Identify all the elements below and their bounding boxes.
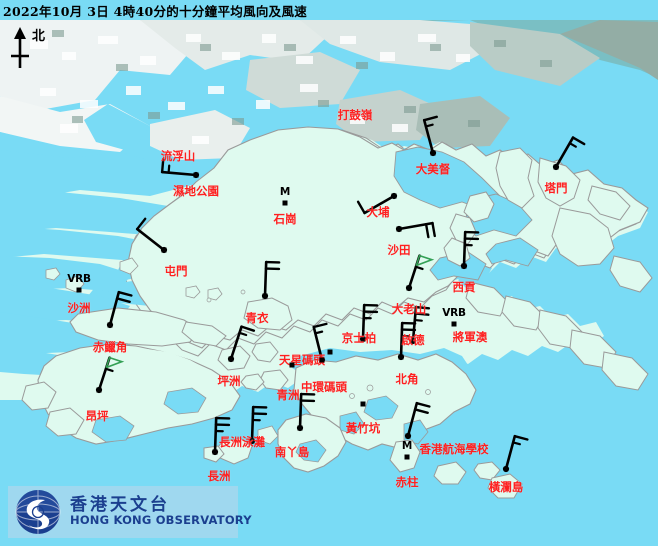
station-marker-dot xyxy=(161,247,167,253)
wind-barb xyxy=(502,434,529,473)
station-marker-dot xyxy=(430,150,436,156)
missing-data-flag: M xyxy=(401,440,413,452)
logo-name-zh: 香港天文台 xyxy=(70,495,170,516)
station-marker-dot xyxy=(289,362,295,368)
wind-barb xyxy=(395,221,436,239)
station-name-label: 香港航海學校 xyxy=(419,442,489,456)
station-marker-dot xyxy=(360,336,366,342)
station-name-label: 石崗 xyxy=(273,212,297,226)
missing-data-flag: M xyxy=(279,186,291,198)
station-name-label: 坪洲 xyxy=(217,374,241,388)
station-marker-dot xyxy=(461,263,467,269)
station-name-label: 京士柏 xyxy=(341,331,377,345)
station-marker-dot xyxy=(96,387,102,393)
station-name-label: 長洲泳灘 xyxy=(219,435,265,449)
station-marker-dot xyxy=(282,200,288,206)
station-name-label: 北角 xyxy=(395,372,419,386)
north-arrow: 北 xyxy=(6,24,66,74)
wind-barb xyxy=(359,303,379,343)
north-arrow-icon xyxy=(11,27,29,68)
station-name-label: 赤柱 xyxy=(395,475,419,489)
station-name-label: 將軍澳 xyxy=(452,330,488,344)
station-name-label: 屯門 xyxy=(164,264,188,278)
mainland-urban-texture xyxy=(0,20,658,176)
station-marker-dot xyxy=(319,357,325,363)
station-marker-dot xyxy=(396,226,402,232)
hko-emblem-icon xyxy=(14,488,62,536)
station-marker-dot xyxy=(553,164,559,170)
station-marker-dot xyxy=(404,454,410,460)
station-name-label: 塔門 xyxy=(544,181,568,195)
station-name-label: 啟德 xyxy=(401,333,425,347)
station-marker-dot xyxy=(360,401,366,407)
station-marker-dot xyxy=(406,285,412,291)
station-marker-dot xyxy=(212,449,218,455)
station-marker-dot xyxy=(107,322,113,328)
station-name-label: 西貢 xyxy=(452,280,476,294)
station-marker-dot xyxy=(76,287,82,293)
station-name-label: 橫瀾島 xyxy=(488,480,524,494)
station-marker-dot xyxy=(297,425,303,431)
station-name-label: 天星碼頭 xyxy=(279,353,325,367)
deep-bay-water xyxy=(0,150,196,200)
station-marker-dot xyxy=(391,193,397,199)
station-name-label: 濕地公園 xyxy=(173,184,219,198)
station-name-label: 青洲 xyxy=(276,388,300,402)
station-name-label: 黃竹坑 xyxy=(345,421,381,435)
station-name-label: 中環碼頭 xyxy=(301,380,347,394)
variable-wind-flag: VRB xyxy=(67,273,91,285)
station-name-label: 流浮山 xyxy=(160,149,196,163)
logo-name-en: HONG KONG OBSERVATORY xyxy=(70,512,252,527)
station-name-label: 南丫島 xyxy=(274,445,310,459)
station-marker-dot xyxy=(249,438,255,444)
station-marker-dot xyxy=(327,349,333,355)
page-title: 2022年10月 3日 4時40分的十分鐘平均風向及風速 xyxy=(3,4,308,19)
station-marker-dot xyxy=(262,293,268,299)
station-name-label: 青衣 xyxy=(245,311,269,325)
station-name-label: 赤鱲角 xyxy=(92,340,128,354)
station-name-label: 沙洲 xyxy=(67,301,91,315)
station-marker-dot xyxy=(228,356,234,362)
station-name-label: 大老山 xyxy=(391,302,427,316)
station-name-label: 昂坪 xyxy=(85,409,109,423)
station-marker-dot xyxy=(410,338,416,344)
variable-wind-flag: VRB xyxy=(442,307,466,319)
station-name-label: 大埔 xyxy=(366,205,390,219)
station-name-label: 長洲 xyxy=(207,469,231,483)
station-marker-dot xyxy=(398,354,404,360)
station-marker-dot xyxy=(193,172,199,178)
station-name-label: 沙田 xyxy=(387,243,411,257)
north-label: 北 xyxy=(32,29,46,44)
hko-logo: 香港天文台 HONG KONG OBSERVATORY xyxy=(8,486,252,538)
station-marker-dot xyxy=(451,321,457,327)
station-name-label: 打鼓嶺 xyxy=(337,108,373,122)
station-name-label: 大美督 xyxy=(415,162,451,176)
station-marker-dot xyxy=(405,433,411,439)
